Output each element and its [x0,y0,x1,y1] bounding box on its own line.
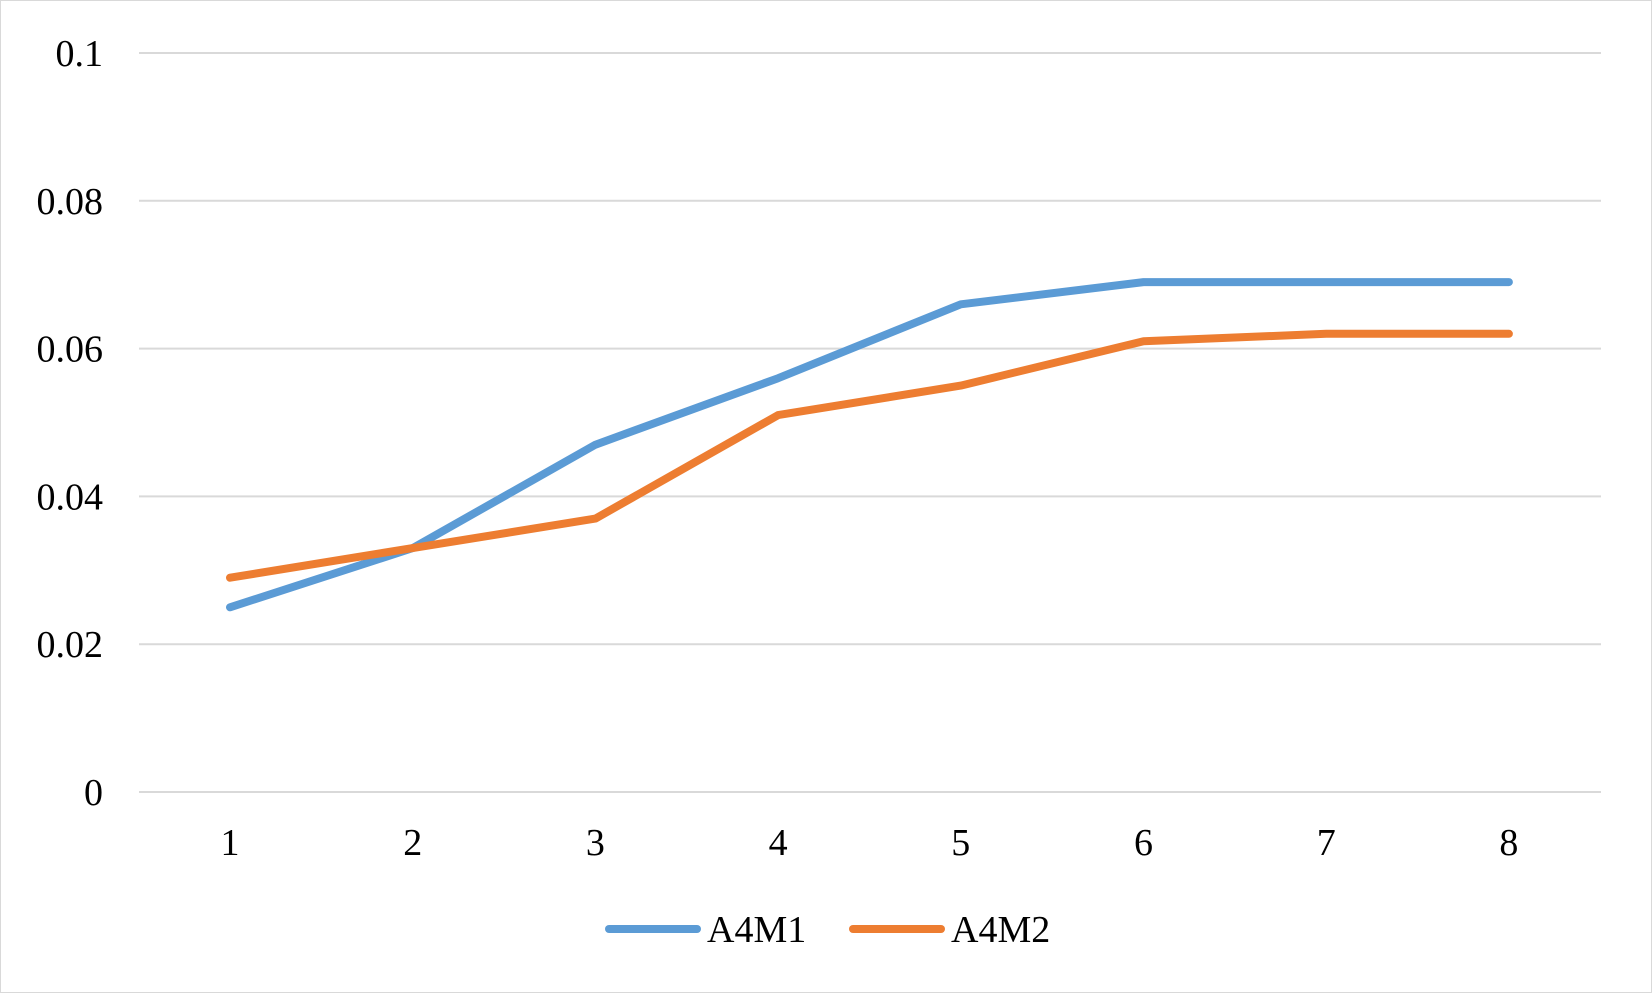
series-line-a4m2 [226,329,1513,582]
gridlines [139,52,1601,793]
series-lines [226,278,1513,612]
x-tick-label: 3 [586,822,605,864]
y-tick-label: 0.04 [37,476,104,518]
x-tick-label: 5 [951,822,970,864]
x-axis-ticks: 1 2 3 4 5 6 7 8 [221,822,1519,864]
legend-label-a4m2: A4M2 [951,909,1050,951]
series-line-a4m1 [226,278,1513,612]
x-tick-label: 6 [1134,822,1153,864]
x-tick-label: 2 [403,822,422,864]
legend-label-a4m1: A4M1 [707,909,806,951]
x-tick-label: 7 [1317,822,1336,864]
x-tick-label: 4 [769,822,788,864]
y-axis-ticks: 0 0.02 0.04 0.06 0.08 0.1 [37,33,104,814]
y-tick-label: 0.08 [37,181,104,223]
legend: A4M1 A4M2 [605,909,1050,951]
x-tick-label: 1 [221,822,240,864]
y-tick-label: 0.06 [37,329,104,371]
y-tick-label: 0.1 [56,33,104,75]
y-tick-label: 0 [84,772,103,814]
x-tick-label: 8 [1499,822,1518,864]
y-tick-label: 0.02 [37,624,104,666]
